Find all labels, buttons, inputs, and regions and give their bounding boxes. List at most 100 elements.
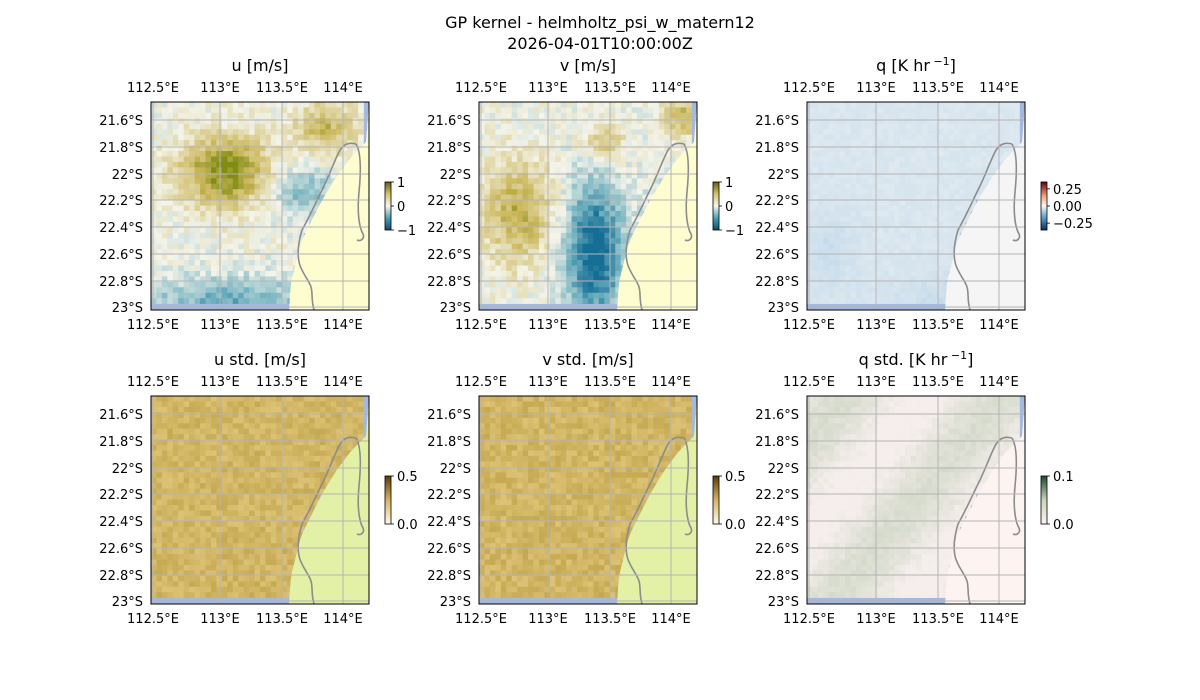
heatmap-cell xyxy=(560,183,567,190)
heatmap-cell xyxy=(626,238,632,244)
heatmap-cell xyxy=(834,102,840,108)
heatmap-cell xyxy=(506,183,512,190)
heatmap-cell xyxy=(167,434,174,440)
heatmap-cell xyxy=(571,118,578,125)
heatmap-cell xyxy=(232,145,239,152)
heatmap-cell xyxy=(620,243,627,250)
heatmap-cell xyxy=(812,249,819,255)
heatmap-cell xyxy=(894,260,900,266)
heatmap-cell xyxy=(856,112,862,119)
heatmap-cell xyxy=(161,200,168,206)
heatmap-cell xyxy=(626,129,632,135)
heatmap-cell xyxy=(484,276,491,283)
heatmap-cell xyxy=(566,194,572,201)
heatmap-cell xyxy=(571,145,578,152)
heatmap-cell xyxy=(254,445,261,451)
heatmap-cell xyxy=(626,216,632,223)
heatmap-cell xyxy=(172,260,179,266)
heatmap-cell xyxy=(254,423,261,429)
heatmap-cell xyxy=(172,510,179,517)
heatmap-cell xyxy=(588,227,594,234)
heatmap-cell xyxy=(254,537,261,544)
heatmap-cell xyxy=(319,417,326,424)
heatmap-cell xyxy=(221,450,228,457)
heatmap-cell xyxy=(200,401,206,408)
heatmap-cell xyxy=(604,194,611,201)
heatmap-cell xyxy=(281,575,288,582)
heatmap-cell xyxy=(598,145,605,152)
heatmap-cell xyxy=(314,129,321,135)
heatmap-cell xyxy=(653,134,660,141)
heatmap-cell xyxy=(533,112,540,119)
heatmap-cell xyxy=(642,200,649,206)
heatmap-cell xyxy=(292,428,299,435)
heatmap-cell xyxy=(172,156,179,163)
heatmap-cell xyxy=(975,172,982,179)
heatmap-cell xyxy=(937,172,944,179)
heatmap-cell xyxy=(189,461,195,468)
heatmap-cell xyxy=(544,221,551,228)
heatmap-cell xyxy=(604,232,611,239)
heatmap-cell xyxy=(571,249,578,255)
heatmap-cell xyxy=(926,102,933,108)
heatmap-cell xyxy=(200,140,206,146)
heatmap-cell xyxy=(151,232,157,239)
heatmap-cell xyxy=(954,102,960,108)
heatmap-cell xyxy=(319,396,326,402)
heatmap-cell xyxy=(839,292,846,299)
heatmap-cell xyxy=(243,249,250,255)
heatmap-cell xyxy=(970,123,977,130)
heatmap-cell xyxy=(566,134,572,141)
heatmap-cell xyxy=(522,205,529,212)
heatmap-cell xyxy=(937,167,944,174)
heatmap-cell xyxy=(156,243,163,250)
heatmap-cell xyxy=(227,461,234,468)
heatmap-cell xyxy=(916,107,922,114)
heatmap-cell xyxy=(489,151,496,157)
heatmap-cell xyxy=(861,238,868,244)
heatmap-cell xyxy=(807,194,813,201)
heatmap-cell xyxy=(598,156,605,163)
heatmap-cell xyxy=(511,189,518,195)
lon-tick-label-top: 112.5°E xyxy=(127,375,179,390)
heatmap-cell xyxy=(265,581,272,588)
heatmap-cell xyxy=(604,102,611,108)
heatmap-cell xyxy=(260,183,266,190)
heatmap-cell xyxy=(626,145,632,152)
heatmap-cell xyxy=(216,167,223,174)
heatmap-cell xyxy=(823,102,830,108)
heatmap-cell xyxy=(560,102,567,108)
heatmap-cell xyxy=(850,189,857,195)
heatmap-cell xyxy=(937,156,944,163)
heatmap-cell xyxy=(260,406,266,413)
heatmap-cell xyxy=(227,129,234,135)
heatmap-cell xyxy=(210,243,217,250)
heatmap-cell xyxy=(533,238,540,244)
heatmap-cell xyxy=(205,200,212,206)
heatmap-cell xyxy=(178,575,184,582)
heatmap-cell xyxy=(292,472,299,479)
heatmap-cell xyxy=(937,134,944,141)
panel-5: v std. [m/s]112.5°E112.5°E113°E113°E113.… xyxy=(427,350,745,627)
lat-tick-label: 22.8°S xyxy=(99,569,143,584)
heatmap-cell xyxy=(336,107,343,114)
heatmap-cell xyxy=(555,276,562,283)
lat-tick-label: 22.2°S xyxy=(755,194,799,209)
heatmap-cell xyxy=(200,488,206,495)
heatmap-cell xyxy=(194,461,201,468)
heatmap-cell xyxy=(249,537,255,544)
heatmap-cell xyxy=(238,260,244,266)
heatmap-cell xyxy=(260,281,266,288)
heatmap-cell xyxy=(156,537,163,544)
heatmap-cell xyxy=(484,151,491,157)
heatmap-cell xyxy=(620,183,627,190)
heatmap-cell xyxy=(238,434,244,440)
heatmap-cell xyxy=(856,211,862,217)
heatmap-cell xyxy=(183,118,190,125)
heatmap-cell xyxy=(309,505,315,511)
heatmap-cell xyxy=(560,194,567,201)
heatmap-cell xyxy=(151,194,157,201)
lon-tick-label-top: 113°E xyxy=(200,81,240,96)
heatmap-cell xyxy=(479,123,485,130)
heatmap-cell xyxy=(167,270,174,277)
